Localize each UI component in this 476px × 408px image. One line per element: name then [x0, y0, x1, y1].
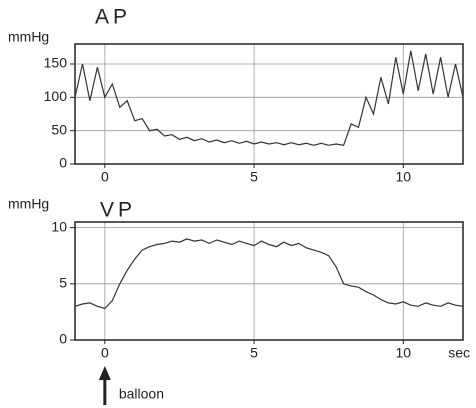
x-axis-label: sec: [448, 345, 470, 361]
x-tick-label: 10: [396, 345, 412, 361]
x-tick-label: 5: [250, 345, 258, 361]
annotation-arrowhead: [98, 366, 111, 380]
y-tick-label: 100: [44, 88, 68, 104]
x-tick-label: 10: [396, 169, 412, 185]
y-tick-label: 150: [44, 55, 68, 71]
y-axis-label: mmHg: [8, 196, 49, 212]
x-tick-label: 0: [101, 345, 109, 361]
plot-frame: [74, 43, 464, 165]
y-tick-label: 0: [59, 331, 67, 347]
y-tick-label: 50: [51, 121, 67, 137]
y-tick-label: 0: [59, 155, 67, 171]
plot-frame: [74, 221, 464, 341]
y-tick-label: 5: [59, 275, 67, 291]
annotation-text: balloon: [119, 386, 164, 402]
data-line: [74, 50, 464, 146]
chart-title: AP: [95, 6, 131, 29]
y-axis-label: mmHg: [8, 29, 49, 45]
chart-title: VP: [100, 199, 136, 222]
data-line: [74, 238, 464, 310]
x-tick-label: 0: [101, 169, 109, 185]
y-tick-label: 10: [51, 218, 67, 234]
x-tick-label: 5: [250, 169, 258, 185]
